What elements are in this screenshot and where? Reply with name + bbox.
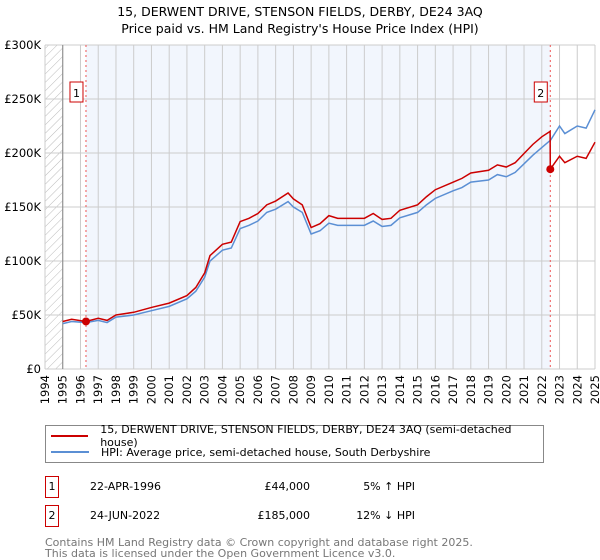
x-tick-label: 2006: [251, 375, 265, 404]
x-tick-label: 2024: [570, 375, 584, 404]
x-tick-label: 2003: [198, 375, 212, 404]
y-tick-label: £300K: [4, 38, 41, 52]
x-tick-label: 2000: [144, 375, 158, 404]
x-tick-label: 1997: [91, 375, 105, 404]
footer-copyright: Contains HM Land Registry data © Crown c…: [45, 536, 473, 549]
transaction-hpi: 5% ↑ HPI: [363, 480, 415, 493]
transaction-date: 24-JUN-2022: [90, 509, 161, 522]
transaction-row: 1 22-APR-1996 £44,000 5% ↑ HPI: [45, 476, 445, 498]
y-tick-label: £50K: [12, 308, 42, 322]
hpi-line: [62, 109, 596, 325]
x-tick-label: 2023: [553, 375, 567, 404]
y-tick-label: £100K: [4, 254, 41, 268]
legend-label-hpi: HPI: Average price, semi-detached house,…: [101, 445, 431, 459]
transaction-price: £44,000: [264, 480, 311, 493]
transaction-row: 2 24-JUN-2022 £185,000 12% ↓ HPI: [45, 505, 445, 527]
x-tick-label: 2002: [180, 375, 194, 404]
x-tick-label: 1995: [56, 375, 70, 404]
x-tick-label: 2016: [428, 375, 442, 404]
sale-label-box: [69, 81, 84, 103]
x-tick-label: 1998: [109, 375, 123, 404]
y-tick-label: £200K: [4, 146, 41, 160]
footer-licence: This data is licensed under the Open Gov…: [45, 547, 396, 560]
x-tick-label: 2001: [162, 375, 176, 404]
x-tick-label: 2014: [393, 375, 407, 404]
transaction-price: £185,000: [257, 509, 311, 522]
x-tick-label: 1999: [127, 375, 141, 404]
x-tick-label: 2015: [411, 375, 425, 404]
x-tick-label: 2009: [304, 375, 318, 404]
x-tick-label: 1994: [38, 375, 52, 404]
x-tick-label: 2010: [322, 375, 336, 404]
transaction-date: 22-APR-1996: [90, 480, 162, 493]
sale-label: 2: [537, 87, 544, 100]
y-tick-label: £150K: [4, 200, 41, 214]
y-tick-label: £250K: [4, 92, 41, 106]
x-tick-label: 2025: [588, 375, 600, 404]
legend-label-property: 15, DERWENT DRIVE, STENSON FIELDS, DERBY…: [100, 423, 512, 449]
x-tick-label: 2017: [446, 375, 460, 404]
y-tick-label: £0: [26, 362, 41, 376]
price-chart: 1994 1995 1996 1997 1998 1999 2000 2001 2002 2003…: [4, 38, 600, 404]
x-tick-label: 2022: [535, 375, 549, 404]
x-tick-label: 2012: [357, 375, 371, 404]
chart-subtitle: Price paid vs. HM Land Registry's House …: [121, 21, 479, 36]
legend-swatch-property: [51, 435, 89, 437]
x-tick-label: 1996: [73, 375, 87, 404]
x-tick-label: 2019: [482, 375, 496, 404]
sale-label: 1: [73, 87, 80, 100]
x-tick-label: 2005: [233, 375, 247, 404]
x-tick-label: 2008: [286, 375, 300, 404]
x-tick-label: 2007: [269, 375, 283, 404]
transaction-hpi: 12% ↓ HPI: [356, 509, 415, 522]
sale-label-box: [533, 81, 548, 103]
legend: 15, DERWENT DRIVE, STENSON FIELDS, DERBY…: [45, 423, 544, 463]
sale-point: [546, 165, 555, 174]
x-tick-label: 2018: [464, 375, 478, 404]
x-tick-label: 2013: [375, 375, 389, 404]
x-tick-label: 2021: [517, 375, 531, 404]
transaction-badge: 2: [45, 505, 59, 527]
x-tick-label: 2020: [499, 375, 513, 404]
chart-title: 15, DERWENT DRIVE, STENSON FIELDS, DERBY…: [117, 4, 483, 19]
legend-swatch-hpi: [51, 451, 89, 453]
x-tick-label: 2011: [340, 375, 354, 404]
sale-point: [81, 317, 90, 326]
transaction-badge: 1: [45, 476, 59, 498]
property-price-line: [62, 130, 596, 323]
x-tick-label: 2004: [215, 375, 229, 404]
